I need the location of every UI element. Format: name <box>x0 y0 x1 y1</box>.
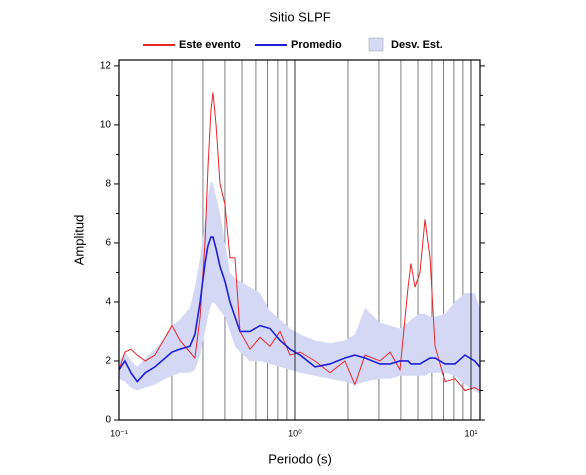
x-axis-label: Periodo (s) <box>268 451 332 466</box>
y-tick-label: 10 <box>100 120 112 131</box>
chart-title: Sitio SLPF <box>269 9 330 24</box>
legend-label: Promedio <box>291 39 342 51</box>
x-tick-label: 10⁻¹ <box>110 428 128 438</box>
y-tick-label: 12 <box>100 61 112 72</box>
series-line <box>118 92 480 392</box>
legend-swatch <box>368 37 384 52</box>
x-tick-label: 10¹ <box>464 428 477 438</box>
x-tick-label: 10⁰ <box>288 428 302 438</box>
y-axis-label: Amplitud <box>71 215 86 266</box>
legend-label: Este evento <box>179 39 241 51</box>
y-tick-label: 6 <box>105 238 111 249</box>
std-band <box>119 180 480 394</box>
y-tick-label: 2 <box>105 356 111 367</box>
y-tick-label: 4 <box>105 297 111 308</box>
series-line <box>118 236 481 383</box>
y-tick-label: 8 <box>105 179 111 190</box>
legend-label: Desv. Est. <box>391 39 443 51</box>
y-tick-label: 0 <box>105 415 111 426</box>
plot-frame <box>118 59 481 421</box>
